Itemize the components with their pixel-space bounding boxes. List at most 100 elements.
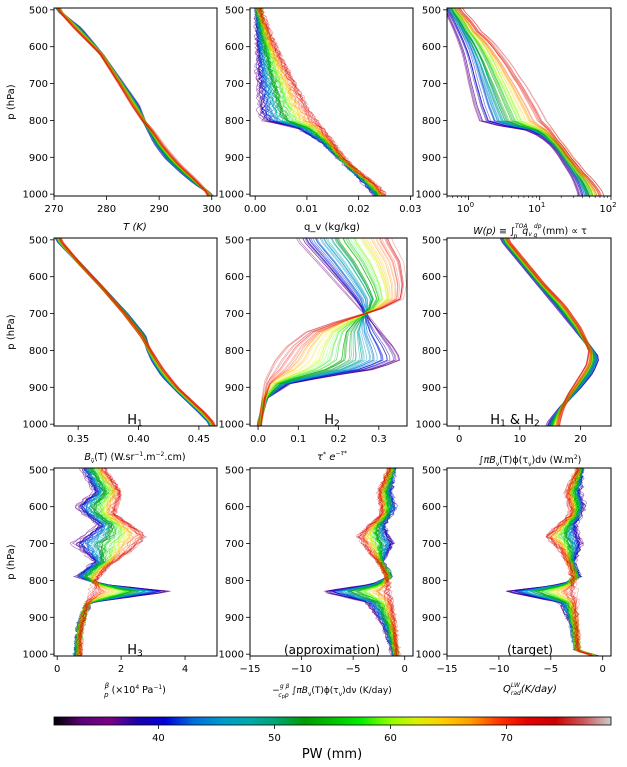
profile-line bbox=[254, 8, 383, 196]
profile-line bbox=[77, 468, 130, 656]
profile-line bbox=[356, 468, 400, 656]
x-tick-label: 0.00 bbox=[244, 204, 266, 215]
profile-line bbox=[258, 8, 381, 196]
profile-line bbox=[256, 8, 380, 196]
profile-line bbox=[58, 238, 214, 426]
profile-line bbox=[56, 8, 209, 196]
profile-line bbox=[364, 468, 398, 656]
y-tick-label: 900 bbox=[225, 153, 244, 164]
profile-line bbox=[362, 468, 397, 656]
y-tick-label: 1000 bbox=[416, 650, 441, 661]
x-tick-label: −15 bbox=[239, 664, 260, 675]
x-axis-label-mid: (T)ϕ(τ bbox=[311, 686, 338, 696]
profile-line bbox=[58, 238, 214, 426]
profile-line bbox=[74, 468, 131, 656]
y-tick-label: 500 bbox=[422, 5, 441, 16]
profiles-approximation bbox=[323, 468, 402, 656]
profile-line bbox=[360, 468, 400, 656]
profile-line bbox=[56, 8, 210, 196]
profile-line bbox=[555, 468, 594, 656]
annotation-sub: 2 bbox=[334, 419, 340, 429]
profile-line bbox=[58, 8, 211, 196]
profile-line bbox=[76, 468, 144, 656]
profile-line bbox=[458, 8, 598, 196]
x-tick-label: 300 bbox=[202, 204, 221, 215]
profile-line bbox=[544, 468, 599, 656]
profile-line bbox=[518, 468, 596, 656]
x-axis-label: T (K) bbox=[123, 222, 147, 233]
profile-line bbox=[258, 8, 387, 196]
profile-line bbox=[259, 238, 383, 426]
profile-line bbox=[551, 468, 594, 656]
profile-line bbox=[76, 468, 142, 656]
panel-weighting: 500 600 700 800 900 1000 0.0 0.1 0.2 0.3 H2 τ* e… bbox=[219, 235, 408, 463]
profile-line bbox=[511, 468, 600, 656]
profile-line bbox=[59, 238, 215, 426]
x-ticks: 100 101 102 bbox=[446, 196, 617, 215]
profile-line bbox=[456, 8, 598, 196]
profile-line bbox=[452, 8, 593, 196]
profile-line bbox=[57, 8, 210, 196]
profile-line bbox=[549, 468, 593, 656]
annotation: (target) bbox=[507, 643, 553, 657]
profile-line bbox=[253, 8, 377, 196]
x-tick-label: 0 bbox=[600, 664, 606, 675]
profile-line bbox=[58, 238, 214, 426]
profile-line bbox=[60, 238, 216, 426]
profile-line bbox=[548, 468, 594, 656]
y-tick-label: 700 bbox=[422, 79, 441, 90]
axes-frame bbox=[249, 7, 414, 197]
x-axis-label-den: g bbox=[534, 232, 538, 239]
profile-line bbox=[260, 238, 403, 426]
profile-line bbox=[75, 468, 139, 656]
profile-line bbox=[57, 8, 210, 196]
x-axis-label: −g β cpp ∫πBν(T)ϕ(τν)dν (K/day) bbox=[272, 683, 391, 700]
profile-line bbox=[74, 468, 136, 656]
annotation-sub2: 2 bbox=[534, 419, 540, 429]
profile-line bbox=[546, 468, 597, 656]
profile-line bbox=[357, 468, 396, 656]
profile-line bbox=[58, 238, 214, 426]
x-axis-label-end: (K/day) bbox=[521, 684, 557, 695]
profile-line bbox=[362, 468, 400, 656]
y-tick-label: 700 bbox=[225, 539, 244, 550]
y-ticks: 500 600 700 800 900 1000 bbox=[23, 5, 54, 201]
y-tick-label: 700 bbox=[225, 79, 244, 90]
profile-line bbox=[73, 468, 160, 656]
profile-line bbox=[57, 238, 213, 426]
profile-line bbox=[58, 8, 213, 196]
x-axis-label-e1: −1 bbox=[134, 451, 143, 458]
profile-line bbox=[59, 8, 212, 196]
x-axis-label-mid: .m bbox=[143, 452, 155, 463]
x-tick-label: −5 bbox=[543, 664, 558, 675]
y-tick-label: 700 bbox=[422, 539, 441, 550]
profile-line bbox=[58, 8, 211, 196]
colorbar-gradient bbox=[53, 716, 612, 726]
panel-temperature: 500 600 700 800 900 1000 270 280 290 300 p (hPa)… bbox=[6, 5, 221, 233]
axes-frame bbox=[446, 237, 612, 427]
profile-line bbox=[259, 238, 383, 426]
profile-line bbox=[462, 8, 605, 196]
x-axis-label-den-sub: p bbox=[282, 694, 285, 700]
profile-line bbox=[75, 468, 132, 656]
profile-line bbox=[57, 238, 213, 426]
profile-line bbox=[506, 238, 591, 426]
profile-line bbox=[58, 8, 210, 196]
profile-line bbox=[506, 468, 599, 656]
profile-line bbox=[541, 468, 592, 656]
profile-line bbox=[366, 468, 398, 656]
profile-line bbox=[548, 468, 593, 656]
y-ticks: 500 600 700 800 900 1000 bbox=[219, 5, 250, 201]
profile-line bbox=[518, 468, 593, 656]
profile-line bbox=[504, 238, 594, 426]
profile-line bbox=[78, 468, 145, 656]
y-tick-label: 700 bbox=[29, 79, 48, 90]
profiles-water-path bbox=[447, 8, 605, 196]
profile-line bbox=[546, 468, 593, 656]
profile-line bbox=[555, 468, 598, 656]
profile-line bbox=[58, 238, 214, 426]
profile-line bbox=[58, 8, 211, 196]
profile-line bbox=[504, 238, 593, 426]
profile-line bbox=[259, 8, 381, 196]
